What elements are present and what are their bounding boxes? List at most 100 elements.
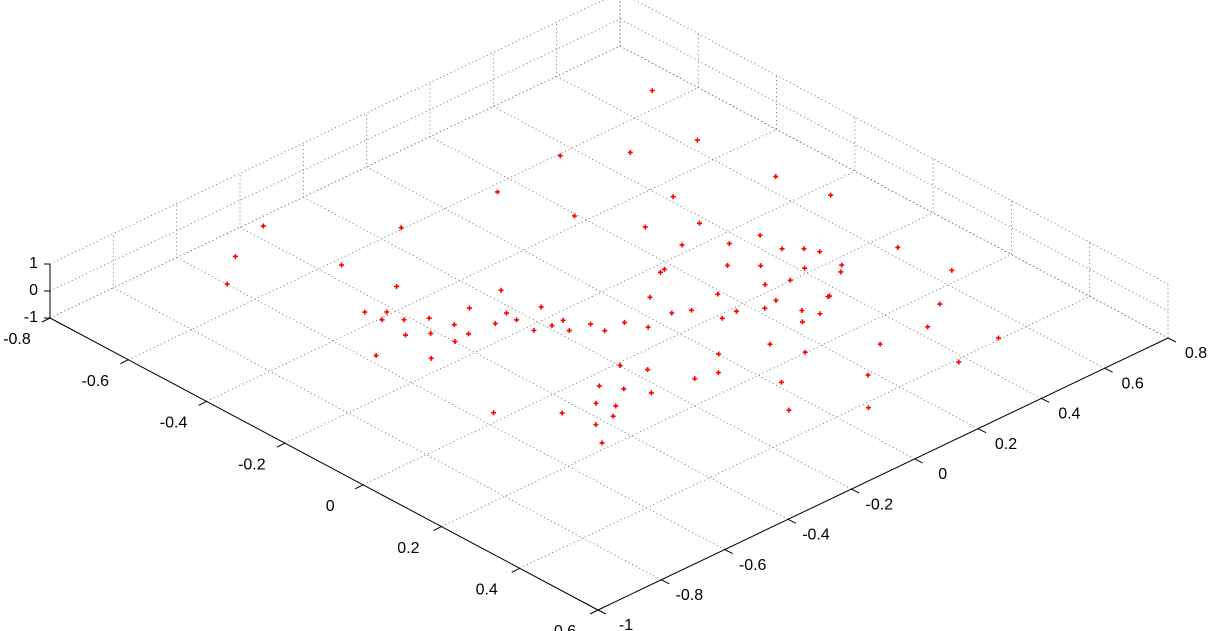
point bbox=[779, 246, 785, 252]
y-tick-label: 0.2 bbox=[995, 436, 1017, 453]
tick-mark bbox=[851, 488, 860, 494]
grid-line bbox=[441, 200, 1012, 527]
tick-mark bbox=[120, 359, 129, 365]
point bbox=[758, 263, 764, 269]
point bbox=[801, 246, 807, 252]
point bbox=[452, 338, 458, 344]
point bbox=[627, 149, 633, 155]
point bbox=[679, 242, 685, 248]
tick-mark bbox=[787, 518, 797, 524]
x-tick-label: 0 bbox=[326, 498, 335, 515]
y-tick-label: 0 bbox=[938, 466, 947, 483]
point bbox=[588, 321, 594, 327]
z-tick-label: 0 bbox=[29, 282, 38, 299]
point bbox=[492, 321, 498, 327]
tick-mark bbox=[724, 549, 733, 555]
grid-line bbox=[366, 112, 915, 460]
tick-mark bbox=[198, 400, 207, 406]
grid-line bbox=[49, 0, 621, 319]
point bbox=[692, 376, 698, 382]
tick-mark bbox=[597, 609, 607, 615]
point bbox=[560, 317, 566, 323]
point bbox=[786, 407, 792, 413]
grid-line bbox=[49, 264, 599, 611]
tick-mark bbox=[276, 442, 286, 448]
point bbox=[642, 224, 648, 230]
point bbox=[802, 265, 808, 271]
point bbox=[715, 291, 721, 297]
y-tick-label: -0.8 bbox=[676, 587, 704, 604]
point bbox=[504, 310, 510, 316]
grid-line bbox=[206, 75, 777, 402]
point bbox=[373, 353, 379, 359]
x-tick-label: 0.2 bbox=[397, 540, 419, 557]
grid-line bbox=[519, 242, 1091, 569]
grid-line bbox=[49, 45, 1169, 339]
point bbox=[647, 294, 653, 300]
point bbox=[773, 297, 779, 303]
point bbox=[937, 301, 943, 307]
point bbox=[232, 253, 238, 259]
point bbox=[559, 410, 565, 416]
point bbox=[787, 277, 793, 283]
point bbox=[466, 305, 472, 311]
grid-line bbox=[284, 117, 856, 444]
tick-mark bbox=[914, 458, 923, 464]
point bbox=[762, 282, 768, 288]
point bbox=[662, 266, 668, 272]
y-tick-label: 0.8 bbox=[1185, 345, 1207, 362]
point bbox=[531, 327, 537, 333]
point bbox=[716, 351, 722, 357]
point bbox=[697, 220, 703, 226]
tick-mark bbox=[41, 317, 51, 323]
grid-line bbox=[597, 284, 1169, 611]
grid-line bbox=[302, 143, 852, 490]
grid-line bbox=[556, 22, 1105, 369]
point bbox=[339, 262, 345, 268]
point bbox=[384, 309, 390, 315]
point bbox=[649, 88, 655, 94]
point bbox=[719, 315, 725, 321]
point bbox=[362, 309, 368, 315]
x-tick-label: 0.4 bbox=[476, 582, 498, 599]
point bbox=[670, 194, 676, 200]
x-tick-label: -0.2 bbox=[238, 456, 266, 473]
point bbox=[689, 307, 695, 313]
point bbox=[491, 410, 497, 416]
grid-line bbox=[619, 0, 1169, 339]
x-tick-label: -0.4 bbox=[160, 415, 188, 432]
tick-mark bbox=[354, 484, 364, 490]
point bbox=[724, 262, 730, 268]
point bbox=[865, 372, 871, 378]
point bbox=[599, 440, 605, 446]
point bbox=[401, 317, 407, 323]
point bbox=[949, 267, 955, 273]
point bbox=[621, 320, 627, 326]
tick-mark bbox=[589, 609, 599, 615]
tick-mark bbox=[511, 567, 520, 573]
point bbox=[593, 422, 599, 428]
point bbox=[762, 305, 768, 311]
point bbox=[895, 244, 901, 250]
point bbox=[817, 249, 823, 255]
x-tick-label: -0.8 bbox=[3, 331, 31, 348]
point bbox=[466, 331, 472, 337]
grid-line bbox=[49, 18, 1169, 312]
point bbox=[778, 379, 784, 385]
point bbox=[802, 349, 808, 355]
point bbox=[428, 330, 434, 336]
point bbox=[726, 241, 732, 247]
point bbox=[767, 341, 773, 347]
point bbox=[403, 332, 409, 338]
point bbox=[645, 367, 651, 373]
tick-mark bbox=[977, 428, 987, 434]
y-tick-label: -0.4 bbox=[802, 527, 830, 544]
point bbox=[596, 383, 602, 389]
point bbox=[557, 153, 563, 159]
z-tick-label: -1 bbox=[24, 309, 38, 326]
tick-mark bbox=[1167, 337, 1177, 343]
z-tick-label: 1 bbox=[29, 255, 38, 272]
point bbox=[224, 281, 230, 287]
point bbox=[865, 405, 871, 411]
